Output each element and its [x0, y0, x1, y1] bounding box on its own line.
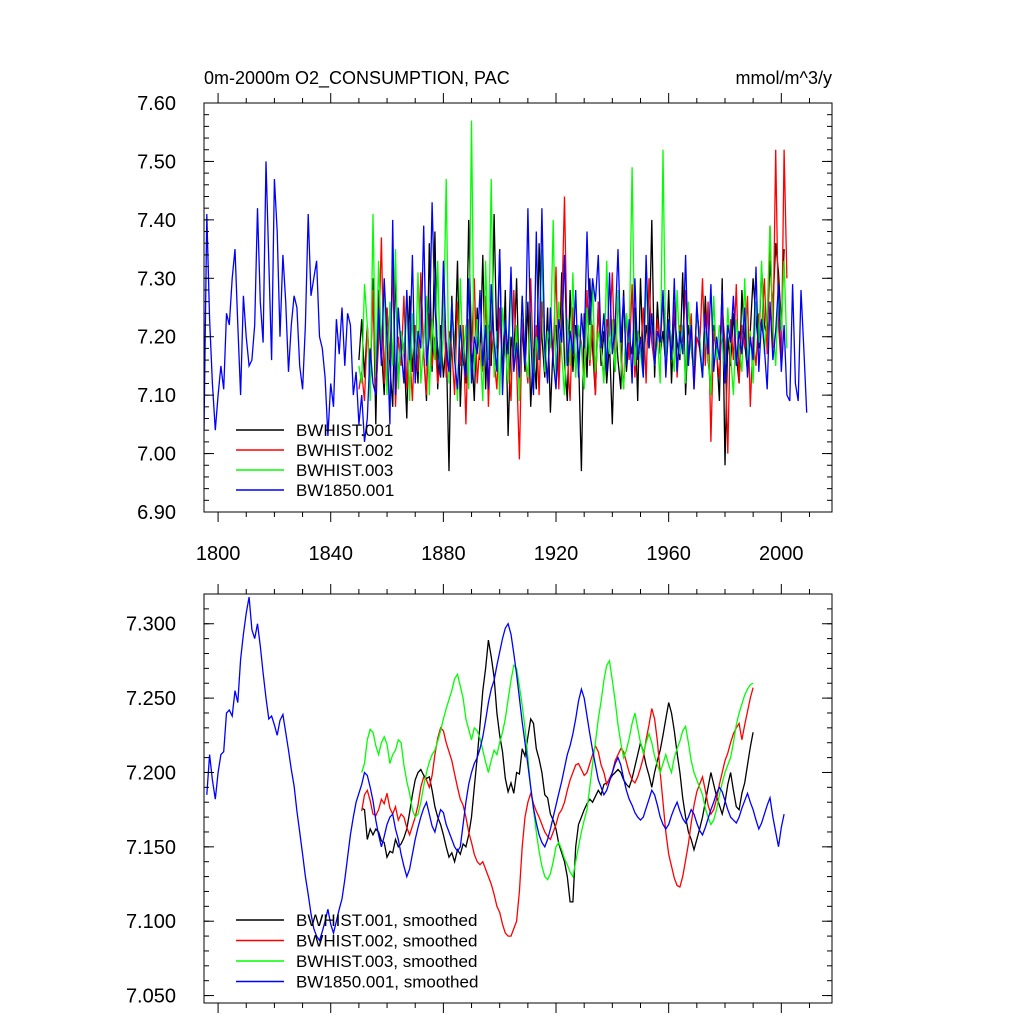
- bottom-panel: 7.050 7.100 7.150 7.200 7.250 7.300 BWHIST.001…: [126, 584, 833, 1013]
- series-line-1: [361, 639, 754, 903]
- x-tick-label: 1880: [421, 543, 466, 565]
- legend-label: BW1850.001: [296, 481, 394, 500]
- top-chart-units: mmol/m^3/y: [736, 68, 832, 88]
- top-chart-title: 0m-2000m O2_CONSUMPTION, PAC: [204, 68, 510, 89]
- x-tick-label: 2000: [759, 543, 804, 565]
- legend-label: BWHIST.002, smoothed: [296, 932, 477, 951]
- bottom-plot-area: 7.050 7.100 7.150 7.200 7.250 7.300 BWHIST.001…: [126, 584, 833, 1013]
- y-tick-label: 7.60: [137, 93, 176, 115]
- x-tick-label: 1800: [196, 543, 241, 565]
- top-plot-area: 6.90 7.00 7.10 7.20 7.30 7.40 7.50 7.60 1800 1840…: [137, 93, 833, 565]
- series-line-4: [206, 596, 785, 942]
- y-tick-label: 7.250: [126, 688, 176, 710]
- series-line-3: [358, 120, 788, 402]
- y-tick-label: 7.10: [137, 385, 176, 407]
- x-tick-label: 1840: [308, 543, 353, 565]
- plot-frame: [203, 102, 833, 513]
- y-tick-label: 6.90: [137, 502, 176, 524]
- legend-label: BWHIST.001: [296, 421, 393, 440]
- legend-label: BWHIST.003, smoothed: [296, 952, 477, 971]
- plot-frame: [203, 593, 833, 1004]
- series-line-4: [204, 161, 808, 442]
- y-tick-label: 7.200: [126, 762, 176, 784]
- y-tick-label: 7.150: [126, 837, 176, 859]
- y-tick-label: 7.30: [137, 268, 176, 290]
- series-line-2: [361, 687, 754, 937]
- y-tick-label: 7.40: [137, 210, 176, 232]
- y-tick-label: 7.00: [137, 444, 176, 466]
- top-panel: 0m-2000m O2_CONSUMPTION, PAC mmol/m^3/y …: [137, 68, 833, 565]
- y-tick-label: 7.050: [126, 986, 176, 1008]
- y-tick-label: 7.50: [137, 151, 176, 173]
- legend-label: BWHIST.002: [296, 441, 393, 460]
- series-line-3: [361, 659, 754, 881]
- legend-label: BWHIST.001, smoothed: [296, 911, 477, 930]
- y-tick-label: 7.20: [137, 327, 176, 349]
- x-tick-label: 1920: [534, 543, 579, 565]
- y-tick-label: 7.300: [126, 614, 176, 636]
- legend-label: BW1850.001, smoothed: [296, 973, 478, 992]
- y-tick-label: 7.100: [126, 911, 176, 933]
- legend-label: BWHIST.003: [296, 461, 393, 480]
- x-tick-label: 1960: [646, 543, 691, 565]
